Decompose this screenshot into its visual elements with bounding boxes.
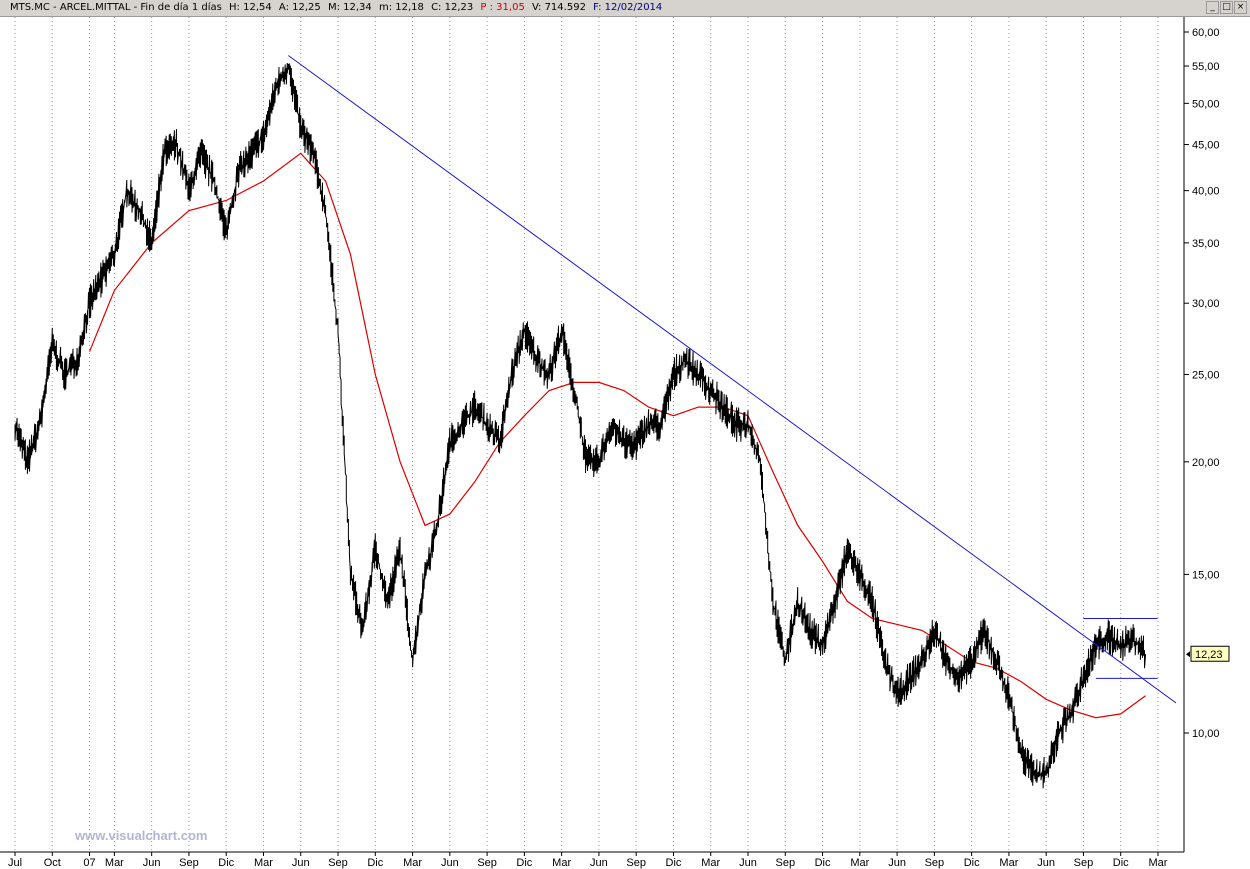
- x-tick-label: Mar: [403, 857, 422, 869]
- y-tick-label: 60,00: [1192, 27, 1220, 39]
- price-chart: 10,00 15,00 20,00 25,00 30,00 35,00 40,00 45,00…: [0, 17, 1230, 869]
- x-tick-label: Mar: [999, 857, 1018, 869]
- symbol-label: MTS.MC - ARCEL.MITTAL - Fin de día 1 día…: [10, 2, 222, 13]
- low-label: m: 12,18: [378, 2, 424, 13]
- high-label: H: 12,54: [229, 2, 272, 13]
- x-tick-label: Oct: [44, 857, 61, 869]
- x-tick-label: Dic: [1113, 857, 1129, 869]
- y-tick-label: 35,00: [1192, 238, 1220, 250]
- maximize-button[interactable]: □: [1220, 1, 1233, 14]
- minimize-button[interactable]: _: [1206, 1, 1219, 14]
- x-tick-label: Sep: [477, 857, 497, 869]
- x-tick-label: Sep: [179, 857, 199, 869]
- x-tick-label: Dic: [815, 857, 831, 869]
- open-label: A: 12,25: [278, 2, 321, 13]
- x-axis: Jul Oct 07 Mar Jun Sep Dic Mar Jun Sep Dic Mar Jun Se…: [8, 852, 1168, 869]
- x-tick-label: Jun: [143, 857, 161, 869]
- y-tick-label: 45,00: [1192, 140, 1220, 152]
- price-series-line: [14, 62, 1147, 789]
- x-tick-label: Mar: [552, 857, 571, 869]
- x-tick-label: Mar: [105, 857, 124, 869]
- last-price-marker: 12,23: [1186, 645, 1230, 662]
- p-label: P : 31,05: [480, 2, 525, 13]
- close-button[interactable]: ×: [1234, 1, 1247, 14]
- last-price-box: [1190, 645, 1230, 662]
- x-tick-label: Sep: [328, 857, 348, 869]
- x-tick-label: Mar: [701, 857, 720, 869]
- x-tick-label: Dic: [964, 857, 980, 869]
- date-label: F: 12/02/2014: [593, 2, 663, 13]
- grid: [14, 17, 1159, 852]
- x-tick-label: Jun: [1037, 857, 1055, 869]
- x-tick-label: Dic: [218, 857, 234, 869]
- x-tick-label: Jun: [292, 857, 310, 869]
- x-tick-label: Jun: [739, 857, 757, 869]
- close-label: C: 12,23: [431, 2, 474, 13]
- price-layer: [14, 62, 1147, 789]
- y-axis: 10,00 15,00 20,00 25,00 30,00 35,00 40,00 45,00…: [1184, 27, 1220, 740]
- mid-label: M: 12,34: [327, 2, 372, 13]
- x-tick-label: Mar: [254, 857, 273, 869]
- y-tick-label: 10,00: [1192, 728, 1220, 740]
- x-tick-label: Sep: [775, 857, 795, 869]
- x-tick-label: 07: [83, 857, 95, 869]
- x-tick-label: Jun: [888, 857, 906, 869]
- x-tick-label: Jun: [590, 857, 608, 869]
- y-tick-label: 40,00: [1192, 186, 1220, 198]
- x-tick-label: Mar: [850, 857, 869, 869]
- x-tick-label: Jul: [8, 857, 22, 869]
- x-tick-label: Sep: [1074, 857, 1094, 869]
- last-price-text: 12,23: [1195, 649, 1223, 661]
- y-tick-label: 55,00: [1192, 61, 1220, 73]
- watermark: www.visualchart.com: [74, 828, 207, 843]
- x-tick-label: Dic: [367, 857, 383, 869]
- last-price-arrow: [1186, 651, 1190, 658]
- volume-label: V: 714.592: [532, 2, 586, 13]
- y-tick-label: 15,00: [1192, 569, 1220, 581]
- x-tick-label: Dic: [666, 857, 682, 869]
- y-tick-label: 25,00: [1192, 370, 1220, 382]
- y-tick-label: 20,00: [1192, 457, 1220, 469]
- trendline-layer: [288, 55, 1177, 704]
- x-tick-label: Sep: [626, 857, 646, 869]
- x-tick-label: Dic: [516, 857, 532, 869]
- title-bar: MTS.MC - ARCEL.MITTAL - Fin de día 1 día…: [0, 0, 1250, 17]
- resistance-trendline: [288, 55, 1177, 704]
- x-tick-label: Mar: [1149, 857, 1168, 869]
- x-tick-label: Sep: [925, 857, 945, 869]
- x-tick-label: Jun: [441, 857, 459, 869]
- y-tick-label: 30,00: [1192, 298, 1220, 310]
- y-tick-label: 50,00: [1192, 98, 1220, 110]
